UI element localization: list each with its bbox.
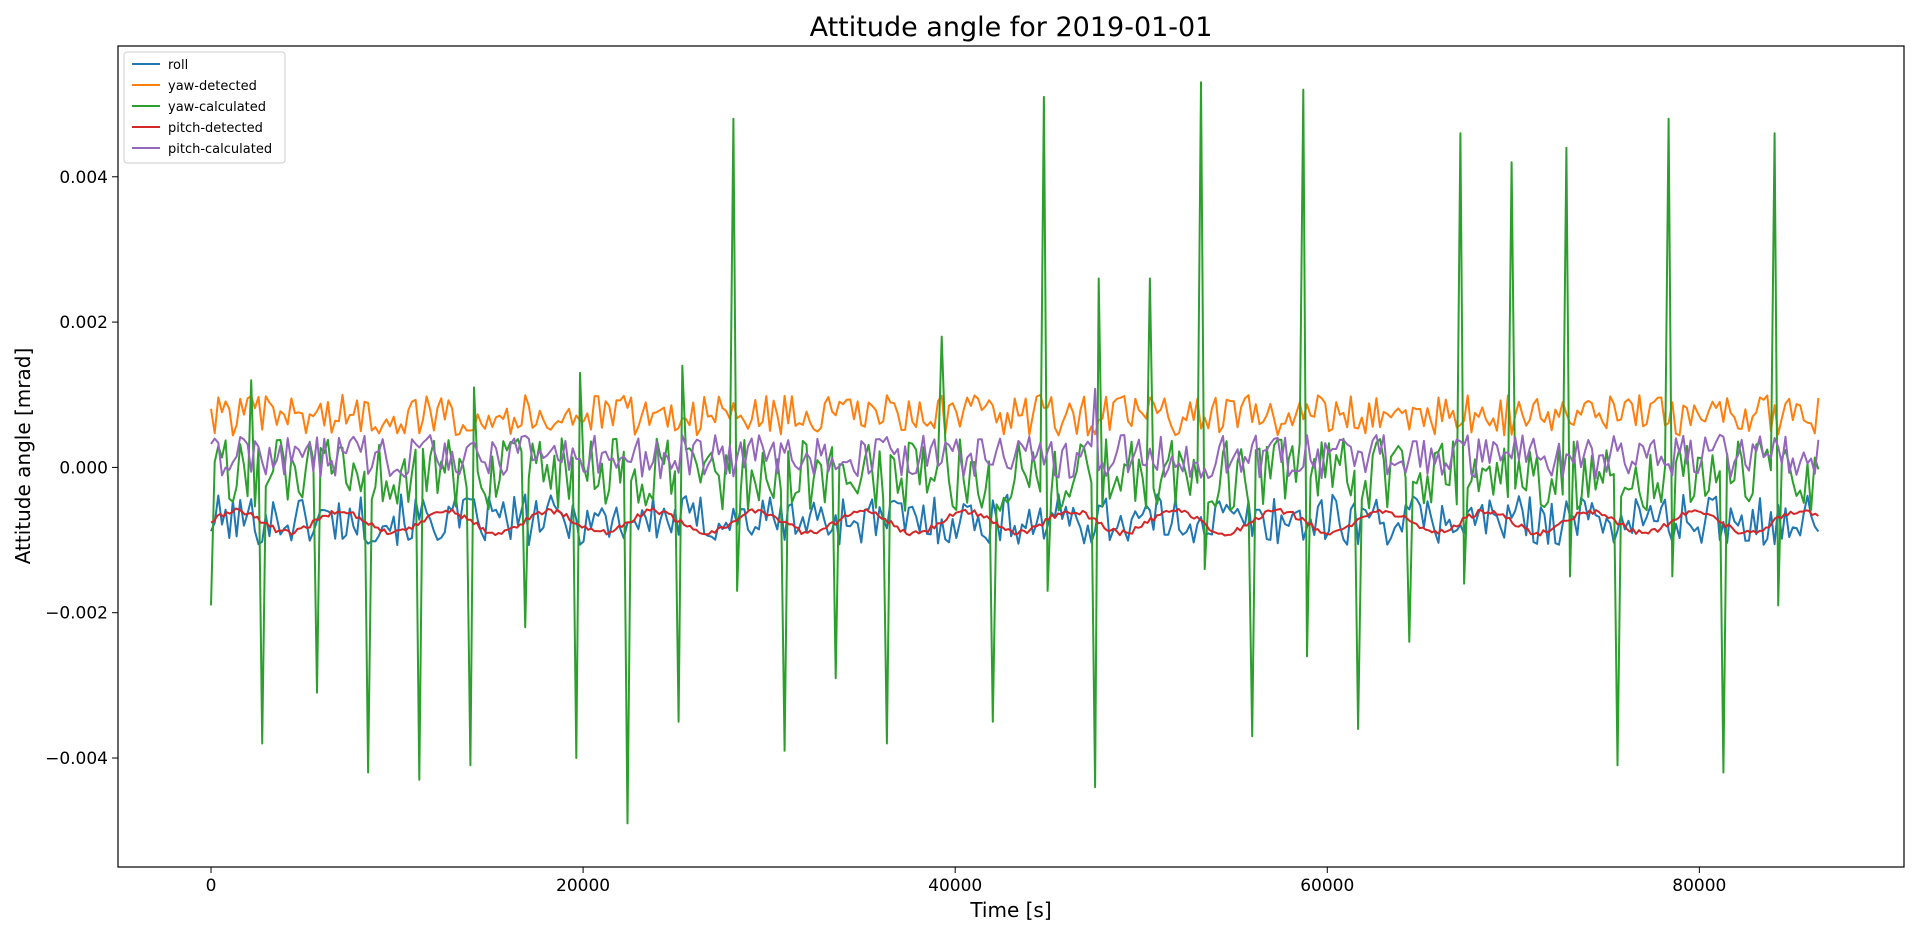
y-tick-label: 0.004 [59,168,108,188]
legend-label: yaw-calculated [168,100,266,115]
x-tick-label: 20000 [556,876,610,896]
x-axis-label: Time [s] [969,898,1051,922]
series-line-yaw-detected [210,393,1820,437]
chart-title: Attitude angle for 2019-01-01 [810,12,1213,43]
series-line-pitch-detected [210,507,1819,537]
series-layer [210,81,1820,825]
y-axis-label: Attitude angle [mrad] [11,348,35,565]
y-tick-label: 0.002 [59,313,108,333]
series-line-roll [210,493,1820,546]
x-tick-label: 0 [206,876,217,896]
legend-label: pitch-detected [168,121,263,136]
plot-frame [117,45,1905,868]
legend: roll yaw-detected yaw-calculated pitch-dete… [123,51,286,164]
y-tick-label: −0.002 [45,604,108,624]
y-tick-label: 0.000 [59,458,108,478]
x-tick-label: 80000 [1672,876,1726,896]
legend-label: yaw-detected [168,79,257,94]
legend-label: roll [168,58,188,73]
x-axis: 0 20000 40000 60000 80000 [206,867,1726,896]
series-line-yaw-calculated [210,81,1820,825]
x-tick-label: 60000 [1300,876,1354,896]
x-tick-label: 40000 [928,876,982,896]
y-axis: −0.004 −0.002 0.000 0.002 0.004 [45,168,118,769]
legend-label: pitch-calculated [168,142,272,157]
legend-box [123,51,286,164]
y-tick-label: −0.004 [45,749,108,769]
series-line-pitch-calculated [210,387,1820,480]
